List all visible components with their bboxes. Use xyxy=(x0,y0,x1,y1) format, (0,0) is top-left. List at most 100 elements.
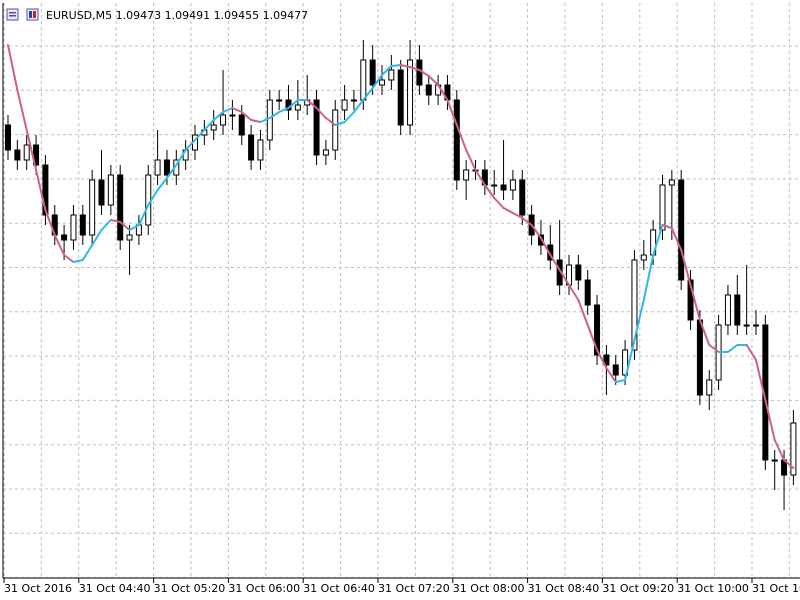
symbol-icon xyxy=(6,8,39,21)
ma-segment xyxy=(708,344,720,353)
candle-body xyxy=(397,69,404,126)
ma-segment xyxy=(334,121,346,126)
candle-body xyxy=(220,114,227,126)
ma-segment xyxy=(128,224,140,231)
ma-segment xyxy=(577,299,589,326)
candle-body xyxy=(453,99,460,181)
candle-body xyxy=(294,104,301,111)
candle-body xyxy=(229,114,236,117)
ma-segment xyxy=(511,212,524,219)
candle-body xyxy=(350,99,357,102)
candle-body xyxy=(678,179,685,281)
ma-segment xyxy=(661,224,673,229)
ma-segment xyxy=(689,284,701,321)
candle-body xyxy=(519,179,526,216)
ma-segment xyxy=(72,259,84,263)
ma-segment xyxy=(539,237,552,256)
ma-segment xyxy=(175,149,187,166)
candle-body xyxy=(668,179,675,186)
candle-body xyxy=(706,379,713,396)
ma-segment xyxy=(642,254,655,301)
candle-body xyxy=(640,254,647,261)
ma-segment xyxy=(783,459,795,469)
candle-body xyxy=(379,79,385,86)
ma-segment xyxy=(119,221,131,231)
candle-body xyxy=(771,459,778,462)
candle-body xyxy=(696,319,703,396)
candle-body xyxy=(117,174,124,241)
candle-body xyxy=(257,139,264,161)
candle-body xyxy=(238,114,245,136)
ma-segment xyxy=(352,99,365,113)
ma-segment xyxy=(614,379,627,383)
ma-segment xyxy=(409,66,421,71)
candle-body xyxy=(388,69,395,81)
ma-segment xyxy=(315,107,327,119)
candle-body xyxy=(154,159,161,176)
ma-segment xyxy=(222,107,234,113)
candle-body xyxy=(107,174,114,206)
candle-body xyxy=(14,149,21,161)
ma-segment xyxy=(7,44,19,91)
candle-body xyxy=(724,294,731,326)
ma-segment xyxy=(558,269,570,286)
ma-segment xyxy=(306,99,318,109)
ma-segment xyxy=(502,207,514,214)
ma-segment xyxy=(25,129,38,171)
ma-segment xyxy=(726,344,739,353)
ma-segment xyxy=(437,84,449,101)
candle-body xyxy=(42,164,49,216)
x-tick-label: 31 Oct 04:40 xyxy=(79,582,151,595)
candle-body xyxy=(743,324,750,327)
ma-segment xyxy=(212,111,225,121)
ma-segment xyxy=(605,367,617,383)
ma-segment xyxy=(184,139,196,151)
ma-segment xyxy=(483,184,496,199)
ma-segment xyxy=(390,64,402,67)
candle-body xyxy=(79,214,86,236)
ma-segment xyxy=(521,217,533,226)
candle-body xyxy=(463,169,470,181)
ma-segment xyxy=(773,439,786,461)
candle-body xyxy=(248,134,255,161)
ma-segment xyxy=(16,89,28,131)
candle-body xyxy=(5,124,11,151)
ma-segment xyxy=(231,107,243,113)
candle-body xyxy=(163,159,170,176)
ma-segment xyxy=(63,254,75,263)
candle-body xyxy=(70,214,77,241)
candle-body xyxy=(659,184,666,231)
x-tick-label: 31 Oct 07:20 xyxy=(378,582,450,595)
x-tick-label: 31 Oct 10:00 xyxy=(677,582,749,595)
ma-segment xyxy=(530,224,542,239)
ma-segment xyxy=(568,284,580,301)
ma-segment xyxy=(633,299,645,341)
candle-body xyxy=(126,234,133,241)
candle-body xyxy=(575,264,582,281)
ma-segment xyxy=(287,99,299,109)
ma-segment xyxy=(147,189,159,206)
candle-body xyxy=(407,59,414,126)
ma-segment xyxy=(764,399,776,441)
candle-body xyxy=(98,179,105,206)
ma-segment xyxy=(474,169,486,186)
ma-segment xyxy=(156,177,168,191)
ma-segment xyxy=(745,344,757,361)
ma-segment xyxy=(53,234,66,256)
candle-body xyxy=(416,59,423,86)
ma-segment xyxy=(680,249,692,286)
ma-segment xyxy=(427,75,440,86)
ma-segment xyxy=(493,197,505,209)
ma-segment xyxy=(250,119,262,123)
ma-segment xyxy=(465,149,477,171)
ma-segment xyxy=(755,359,767,401)
ma-segment xyxy=(91,229,103,246)
ma-segment xyxy=(652,224,664,256)
ma-segment xyxy=(670,227,683,251)
candle-body xyxy=(734,294,741,326)
x-tick-label: 31 Oct 2016 xyxy=(4,582,72,595)
x-tick-label: 31 Oct 06:00 xyxy=(228,582,300,595)
candle-body xyxy=(313,99,320,156)
candle-body xyxy=(322,149,329,156)
